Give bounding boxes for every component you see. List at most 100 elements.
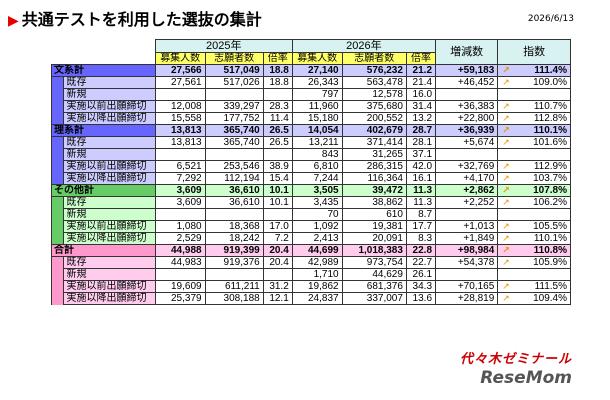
applicants-2026-cell: 12,578 [341,88,407,101]
table-row: 既存 44,983 919,376 20.4 42,989 973,754 22.7 +54,… [50,256,571,269]
recruit-2025-cell: 44,983 [154,256,206,269]
index-value: 101.6% [533,137,567,148]
recruit-2026-cell: 3,435 [291,196,343,209]
ratio-2025-cell: 20.4 [262,256,293,269]
triangle-arrow-icon: ▶ [8,13,19,29]
ratio-2025-cell: 26.5 [262,124,293,137]
row-label: 実施以前出願締切 [63,280,156,293]
recruit-2026-cell: 19,862 [291,280,343,293]
ratio-2025-cell: 10.1 [262,196,293,209]
row-side-band [50,88,65,101]
recruit-2025-cell: 27,566 [154,64,206,77]
applicants-2025-cell: 365,740 [204,124,264,137]
applicants-2025-cell [204,88,264,101]
applicants-2025-cell: 919,376 [204,256,264,269]
table-row: 既存 13,813 365,740 26.5 13,211 371,414 28.1 +5,6… [50,136,571,149]
ratio-2025-cell: 18.8 [262,64,293,77]
table-row: 実施以降出願締切 15,558 177,752 11.4 15,180 200,552 13… [50,112,571,125]
ratio-2026-cell: 31.4 [405,100,437,113]
recruit-2025-cell: 6,521 [154,160,206,173]
ratio-2026-cell: 26.1 [405,268,437,281]
header-index: 指数 [497,39,571,65]
index-cell: ↗ 110.1% [497,232,571,245]
page-title: ▶ 共通テストを利用した選抜の集計 [8,6,262,30]
index-value: 112.8% [533,113,567,124]
ratio-2026-cell: 21.2 [405,64,437,77]
applicants-2025-cell: 18,242 [204,232,264,245]
applicants-2025-cell: 253,546 [204,160,264,173]
trend-up-arrow-icon: ↗ [502,101,510,112]
applicants-2025-cell: 919,399 [204,244,264,257]
trend-up-arrow-icon: ↗ [502,197,510,208]
diff-cell: +1,013 [435,220,499,233]
applicants-2026-cell: 200,552 [341,112,407,125]
row-side-band [50,100,65,113]
ratio-2026-cell: 37.1 [405,148,437,161]
ratio-2025-cell: 17.0 [262,220,293,233]
recruit-2025-cell [154,88,206,101]
ratio-2025-cell: 15.4 [262,172,293,185]
index-cell [497,268,571,281]
recruit-2026-cell: 24,837 [291,292,343,305]
index-cell: ↗ 105.9% [497,256,571,269]
recruit-2026-cell: 6,810 [291,160,343,173]
diff-cell: +4,170 [435,172,499,185]
table-body: 文系計 27,566 517,049 18.8 27,140 576,232 21.2 +59… [50,64,571,305]
table-row: 実施以前出願締切 12,008 339,297 28.3 11,960 375,680 31… [50,100,571,113]
ratio-2026-cell: 28.1 [405,136,437,149]
applicants-2025-cell: 339,297 [204,100,264,113]
table-row: 新規 70 610 8.7 [50,208,571,221]
recruit-2025-cell: 3,609 [154,184,206,197]
diff-cell: +36,383 [435,100,499,113]
recruit-2026-cell: 14,054 [291,124,343,137]
diff-cell: +32,769 [435,160,499,173]
applicants-2026-cell: 371,414 [341,136,407,149]
applicants-2026-cell: 563,478 [341,76,407,89]
trend-up-arrow-icon: ↗ [502,65,510,76]
trend-up-arrow-icon: ↗ [502,161,510,172]
trend-up-arrow-icon: ↗ [502,77,510,88]
recruit-2025-cell: 3,609 [154,196,206,209]
applicants-2025-cell [204,208,264,221]
applicants-2025-cell: 36,610 [204,184,264,197]
corner-cell [51,39,156,65]
row-label: 文系計 [51,64,156,77]
ratio-2026-cell: 13.2 [405,112,437,125]
recruit-2026-cell: 11,960 [291,100,343,113]
applicants-2026-cell: 337,007 [341,292,407,305]
diff-cell [435,208,499,221]
applicants-2026-cell: 610 [341,208,407,221]
table-row: 新規 1,710 44,629 26.1 [50,268,571,281]
applicants-2025-cell: 177,752 [204,112,264,125]
recruit-2025-cell [154,268,206,281]
ratio-2026-cell: 21.4 [405,76,437,89]
applicants-2026-cell: 973,754 [341,256,407,269]
diff-cell: +2,252 [435,196,499,209]
ratio-2026-cell: 34.3 [405,280,437,293]
ratio-2025-cell: 20.4 [262,244,293,257]
trend-up-arrow-icon: ↗ [502,113,510,124]
recruit-2025-cell: 13,813 [154,136,206,149]
row-side-band [50,148,65,161]
trend-up-arrow-icon: ↗ [502,245,510,256]
row-side-band [50,196,65,209]
table-row-total: 合計 44,988 919,399 20.4 44,699 1,018,383 22.8 +9… [51,244,571,257]
header-applicants-2025: 志願者数 [204,52,264,65]
table-row-total: 理系計 13,813 365,740 26.5 14,054 402,679 28.7 +36… [51,124,571,137]
ratio-2025-cell: 12.1 [262,292,293,305]
trend-up-arrow-icon: ↗ [502,257,510,268]
recruit-2026-cell: 70 [291,208,343,221]
index-value: 109.0% [533,77,567,88]
applicants-2026-cell: 39,472 [341,184,407,197]
index-value: 110.8% [533,245,567,256]
index-cell: ↗ 110.8% [497,244,571,257]
applicants-2025-cell [204,148,264,161]
recruit-2025-cell [154,208,206,221]
row-label: 実施以前出願締切 [63,220,156,233]
row-side-band [50,256,65,269]
row-label: 既存 [63,136,156,149]
recruit-2026-cell: 843 [291,148,343,161]
index-cell: ↗ 111.5% [497,280,571,293]
recruit-2026-cell: 13,211 [291,136,343,149]
date-label: 2026/6/13 [527,14,574,24]
